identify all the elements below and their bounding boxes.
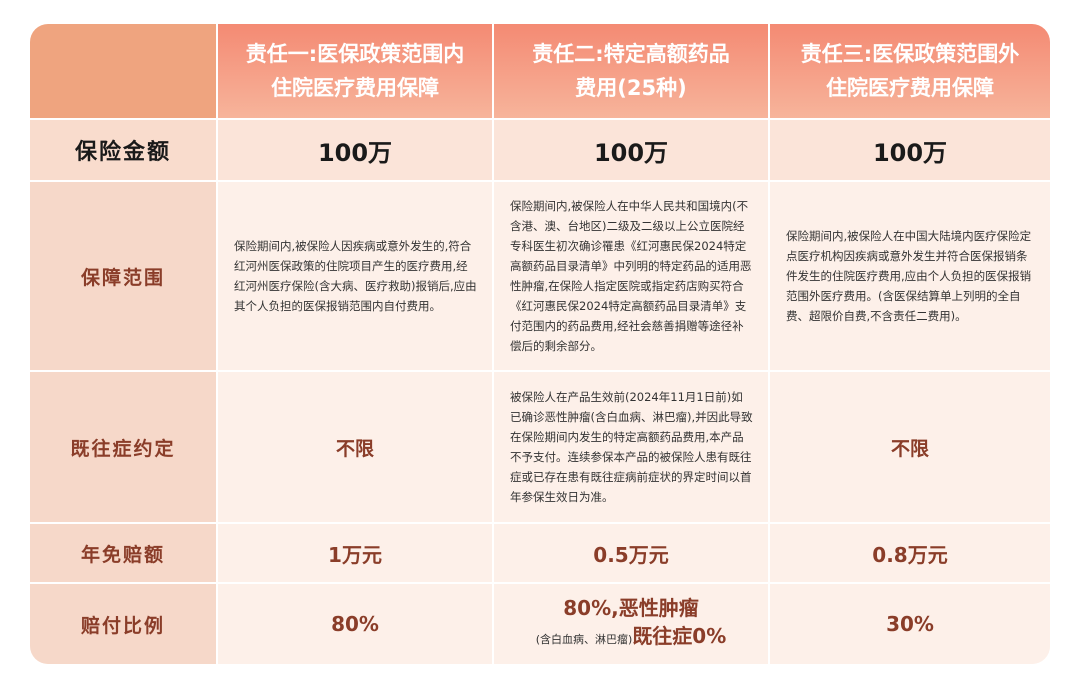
amount-value-2: 100万 xyxy=(494,120,770,182)
scope-text-2: 保险期间内,被保险人在中华人民共和国境内(不含港、澳、台地区)二级及二级以上公立… xyxy=(494,182,770,372)
ratio-value-2-sub: (含白血病、淋巴瘤) 既往症0% xyxy=(536,622,727,654)
deductible-value-3: 0.8万元 xyxy=(770,524,1050,584)
preexisting-text-2-body: 被保险人在产品生效前(2024年11月1日前)如已确诊恶性肿瘤(含白血病、淋巴瘤… xyxy=(510,390,753,504)
scope-text-3-body: 保险期间内,被保险人在中国大陆境内医疗保险定点医疗机构因疾病或意外发生并符合医保… xyxy=(786,229,1032,323)
header-liability-2-line1: 责任二:特定高额药品 xyxy=(532,42,730,66)
header-liability-3: 责任三:医保政策范围外 住院医疗费用保障 xyxy=(770,24,1050,120)
scope-text-1: 保险期间内,被保险人因疾病或意外发生的,符合红河州医保政策的住院项目产生的医疗费… xyxy=(218,182,494,372)
row-label-ratio: 赔付比例 xyxy=(30,584,218,664)
amount-value-1: 100万 xyxy=(218,120,494,182)
coverage-table: 责任一:医保政策范围内 住院医疗费用保障 责任二:特定高额药品 费用(25种) … xyxy=(30,24,1050,664)
header-liability-3-line1: 责任三:医保政策范围外 xyxy=(800,42,1020,66)
header-liability-1: 责任一:医保政策范围内 住院医疗费用保障 xyxy=(218,24,494,120)
ratio-value-1: 80% xyxy=(218,584,494,664)
amount-value-3: 100万 xyxy=(770,120,1050,182)
ratio-value-2-main: 80%,恶性肿瘤 xyxy=(563,596,699,620)
scope-text-3: 保险期间内,被保险人在中国大陆境内医疗保险定点医疗机构因疾病或意外发生并符合医保… xyxy=(770,182,1050,372)
preexisting-value-1: 不限 xyxy=(218,372,494,524)
deductible-value-2: 0.5万元 xyxy=(494,524,770,584)
header-liability-1-line2: 住院医疗费用保障 xyxy=(271,76,439,100)
header-corner xyxy=(30,24,218,120)
ratio-value-2-note: (含白血病、淋巴瘤) xyxy=(535,633,633,646)
preexisting-text-2: 被保险人在产品生效前(2024年11月1日前)如已确诊恶性肿瘤(含白血病、淋巴瘤… xyxy=(494,372,770,524)
header-liability-2-line2: 费用(25种) xyxy=(575,76,687,100)
header-liability-1-line1: 责任一:医保政策范围内 xyxy=(245,42,465,66)
row-label-preexisting: 既往症约定 xyxy=(30,372,218,524)
ratio-value-2: 80%,恶性肿瘤 (含白血病、淋巴瘤) 既往症0% xyxy=(494,584,770,664)
row-label-amount: 保险金额 xyxy=(30,120,218,182)
row-label-scope: 保障范围 xyxy=(30,182,218,372)
scope-text-1-body: 保险期间内,被保险人因疾病或意外发生的,符合红河州医保政策的住院项目产生的医疗费… xyxy=(234,239,477,313)
preexisting-value-3: 不限 xyxy=(770,372,1050,524)
ratio-value-3: 30% xyxy=(770,584,1050,664)
header-liability-2: 责任二:特定高额药品 费用(25种) xyxy=(494,24,770,120)
scope-text-2-body: 保险期间内,被保险人在中华人民共和国境内(不含港、澳、台地区)二级及二级以上公立… xyxy=(510,199,752,353)
row-label-deductible: 年免赔额 xyxy=(30,524,218,584)
header-liability-3-line2: 住院医疗费用保障 xyxy=(826,76,994,100)
deductible-value-1: 1万元 xyxy=(218,524,494,584)
ratio-value-2-preexisting: 既往症0% xyxy=(632,624,727,648)
